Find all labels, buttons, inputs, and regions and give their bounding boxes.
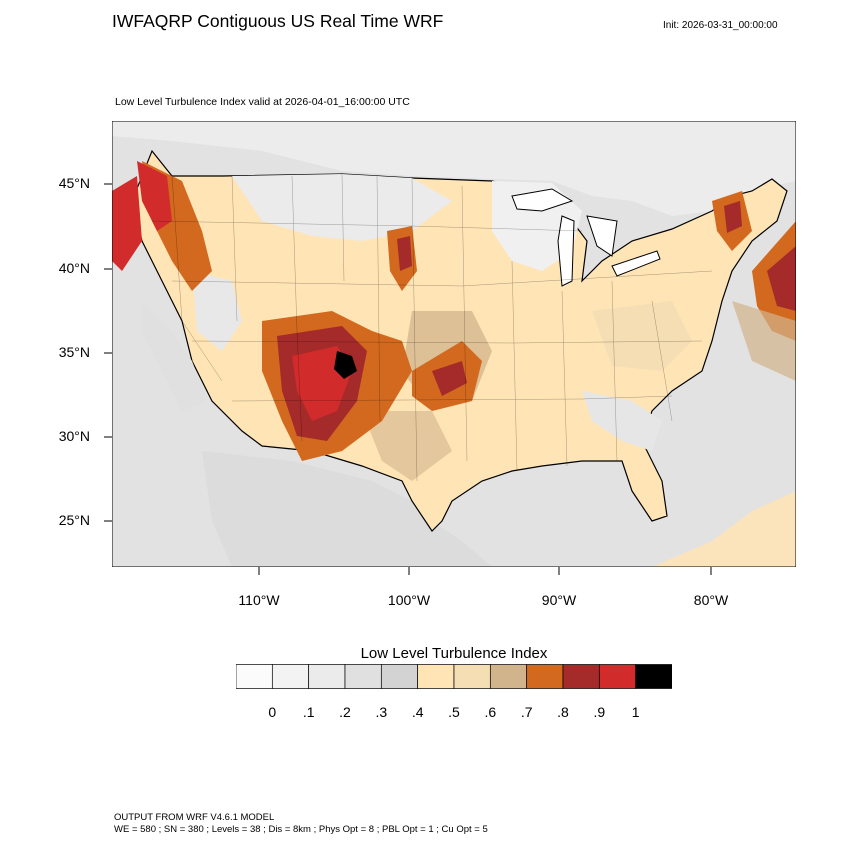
colorbar-swatch bbox=[417, 664, 455, 689]
lon-label-110w: 110°W bbox=[238, 592, 280, 608]
lat-label-35n: 35°N bbox=[58, 344, 90, 360]
colorbar-title: Low Level Turbulence Index bbox=[360, 645, 548, 662]
lake-michigan bbox=[557, 215, 575, 287]
black-core bbox=[334, 351, 357, 379]
valid-time-subtitle: Low Level Turbulence Index valid at 2026… bbox=[115, 96, 410, 108]
darkred-oklahoma bbox=[432, 361, 467, 396]
colorbar-swatch bbox=[598, 664, 637, 689]
colorbar-tick-label: 1 bbox=[631, 704, 640, 720]
gray-southeast bbox=[582, 391, 662, 451]
lon-label-100w: 100°W bbox=[387, 592, 431, 608]
state-boundaries bbox=[151, 173, 713, 482]
colorbar-tick-label: .3 bbox=[375, 704, 388, 720]
footer-line-1: OUTPUT FROM WRF V4.6.1 MODEL bbox=[114, 812, 275, 823]
footer-line-2: WE = 580 ; SN = 380 ; Levels = 38 ; Dis … bbox=[114, 824, 488, 835]
lat-label-30n: 30°N bbox=[58, 428, 90, 444]
colorbar-tick-label: 0 bbox=[268, 704, 277, 720]
colorbar-tick-label: .8 bbox=[557, 704, 569, 720]
colorbar-swatch bbox=[308, 664, 346, 689]
darkred-atlantic bbox=[767, 246, 796, 311]
gray-great-basin bbox=[192, 271, 242, 351]
colorbar-swatch bbox=[635, 664, 672, 689]
colorbar-swatch bbox=[236, 664, 273, 689]
darkred-northeast bbox=[724, 201, 742, 233]
tan-east bbox=[592, 301, 692, 371]
lon-label-90w: 90°W bbox=[541, 592, 577, 608]
colorbar-swatch bbox=[526, 664, 564, 689]
tan-atlantic-edge bbox=[732, 301, 796, 381]
mexico-land bbox=[202, 451, 492, 567]
red-west-coast-edge bbox=[112, 176, 142, 271]
colorbar-tick-label: .1 bbox=[302, 704, 315, 720]
gray-california bbox=[142, 301, 207, 411]
colorbar-swatch bbox=[453, 664, 491, 689]
tan-texas bbox=[362, 411, 452, 481]
colorbar-tick-label: .7 bbox=[520, 704, 533, 720]
colorbar-tick-label: .2 bbox=[339, 704, 351, 720]
red-pacific-nw bbox=[137, 161, 172, 231]
colorbar-tick-label: .5 bbox=[448, 704, 460, 720]
colorbar-tick-label: .4 bbox=[411, 704, 424, 720]
gray-north-plains bbox=[232, 174, 452, 241]
lat-label-25n: 25°N bbox=[58, 512, 90, 528]
lon-label-80w: 80°W bbox=[693, 592, 729, 608]
lat-ticks bbox=[104, 183, 112, 522]
lat-label-45n: 45°N bbox=[58, 175, 90, 191]
canada-land bbox=[112, 121, 796, 216]
colorbar-swatch bbox=[271, 664, 310, 689]
map-title: IWFAQRP Contiguous US Real Time WRF bbox=[112, 11, 444, 31]
darkred-black-hills bbox=[397, 236, 412, 271]
colorbar-swatch bbox=[562, 664, 600, 689]
lake-huron bbox=[586, 215, 618, 257]
colorbar-swatch bbox=[489, 664, 528, 689]
colorbar-swatch bbox=[344, 664, 382, 689]
colorbar-tick-label: .6 bbox=[484, 704, 497, 720]
colorbar-swatch bbox=[380, 664, 419, 689]
lat-label-40n: 40°N bbox=[58, 260, 90, 276]
atlantic-tan bbox=[652, 491, 796, 567]
init-time: Init: 2026-03-31_00:00:00 bbox=[663, 20, 778, 31]
turbulence-map bbox=[112, 121, 796, 567]
lake-erie bbox=[611, 250, 661, 277]
lon-ticks bbox=[258, 567, 712, 575]
lake-superior bbox=[511, 188, 574, 212]
colorbar-tick-label: .9 bbox=[593, 704, 606, 720]
colorbar bbox=[236, 664, 672, 689]
model-info-footer: OUTPUT FROM WRF V4.6.1 MODEL WE = 580 ; … bbox=[114, 812, 488, 836]
